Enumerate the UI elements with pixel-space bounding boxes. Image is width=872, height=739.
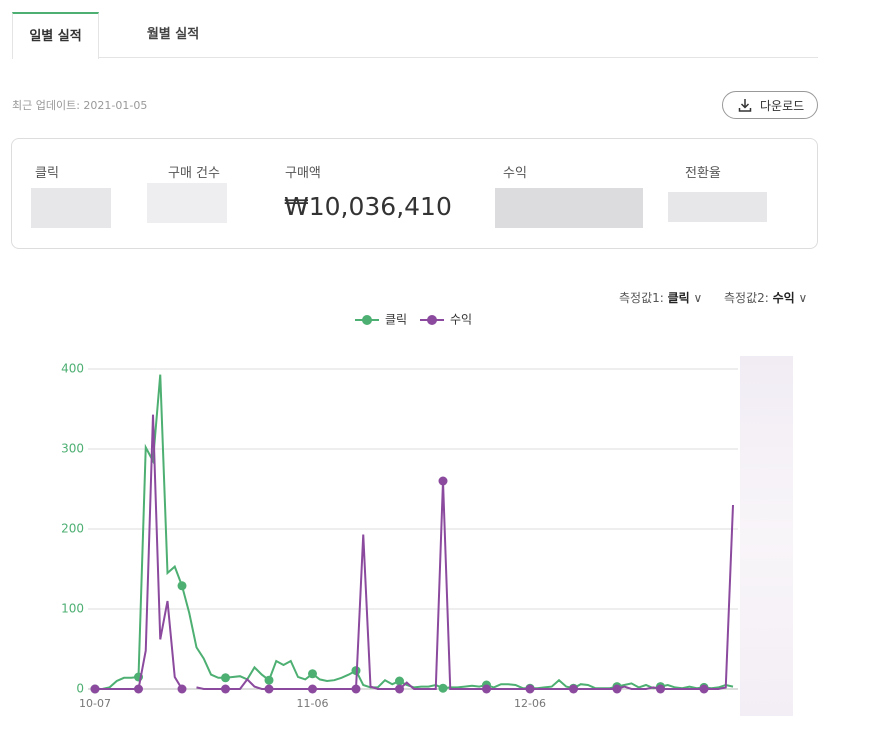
point: [569, 684, 578, 694]
blurred-value: [147, 183, 227, 223]
blurred-value: [668, 192, 767, 222]
blurred-value: [31, 188, 111, 228]
point: [90, 684, 100, 694]
tab-divider: [12, 57, 818, 58]
point: [134, 684, 143, 694]
y-tick-label: 300: [61, 442, 84, 456]
summary-label: 수익: [503, 166, 527, 181]
blurred-value: [495, 188, 643, 228]
download-button[interactable]: 다운로드: [722, 91, 818, 119]
point: [395, 684, 404, 694]
x-tick-label: 12-06: [514, 697, 546, 710]
summary-label: 구매 건수: [168, 166, 220, 181]
point: [438, 683, 448, 693]
download-icon: [738, 99, 752, 112]
y-tick-label: 100: [61, 602, 84, 616]
x-tick-label: 11-06: [297, 697, 329, 710]
measure-value: 수익: [772, 291, 795, 305]
point: [308, 684, 317, 694]
measure-value: 클릭: [667, 291, 690, 305]
last-update: 최근 업데이트: 2021-01-05: [12, 99, 148, 112]
point: [699, 684, 709, 694]
series-line: [95, 374, 734, 690]
point: [177, 684, 187, 694]
y-tick-label: 0: [76, 682, 84, 696]
legend-marker: [427, 315, 437, 325]
point: [221, 684, 230, 694]
download-label: 다운로드: [760, 99, 805, 113]
legend-marker: [362, 315, 372, 325]
tab[interactable]: 월별 실적: [146, 27, 200, 42]
x-tick-label: 10-07: [79, 697, 111, 710]
point: [438, 476, 448, 486]
point: [264, 675, 274, 685]
summary-label: 클릭: [35, 166, 59, 181]
point: [656, 684, 665, 694]
blurred-axis: [740, 356, 793, 716]
point: [308, 669, 317, 679]
series-line: [95, 414, 734, 690]
measure-label: 측정값1:: [619, 291, 664, 305]
legend-label: 수익: [450, 313, 472, 327]
point: [612, 684, 622, 694]
legend-label: 클릭: [385, 313, 407, 327]
point: [264, 684, 274, 694]
purchase-amount: ₩10,036,410: [284, 192, 452, 221]
summary-label: 전환율: [685, 166, 721, 181]
y-tick-label: 400: [61, 362, 84, 376]
summary-label: 구매액: [285, 166, 321, 181]
y-tick-label: 200: [61, 522, 84, 536]
tab[interactable]: 일별 실적: [12, 12, 99, 59]
summary-card: [11, 138, 818, 249]
point: [177, 581, 187, 591]
point: [395, 676, 404, 686]
point: [482, 684, 491, 694]
point: [351, 684, 361, 694]
point: [221, 673, 230, 683]
point: [525, 684, 535, 694]
measure-select[interactable]: 측정값2: 수익 ∨: [724, 291, 808, 305]
measure-label: 측정값2:: [724, 291, 769, 305]
measure-select[interactable]: 측정값1: 클릭 ∨: [619, 291, 703, 305]
